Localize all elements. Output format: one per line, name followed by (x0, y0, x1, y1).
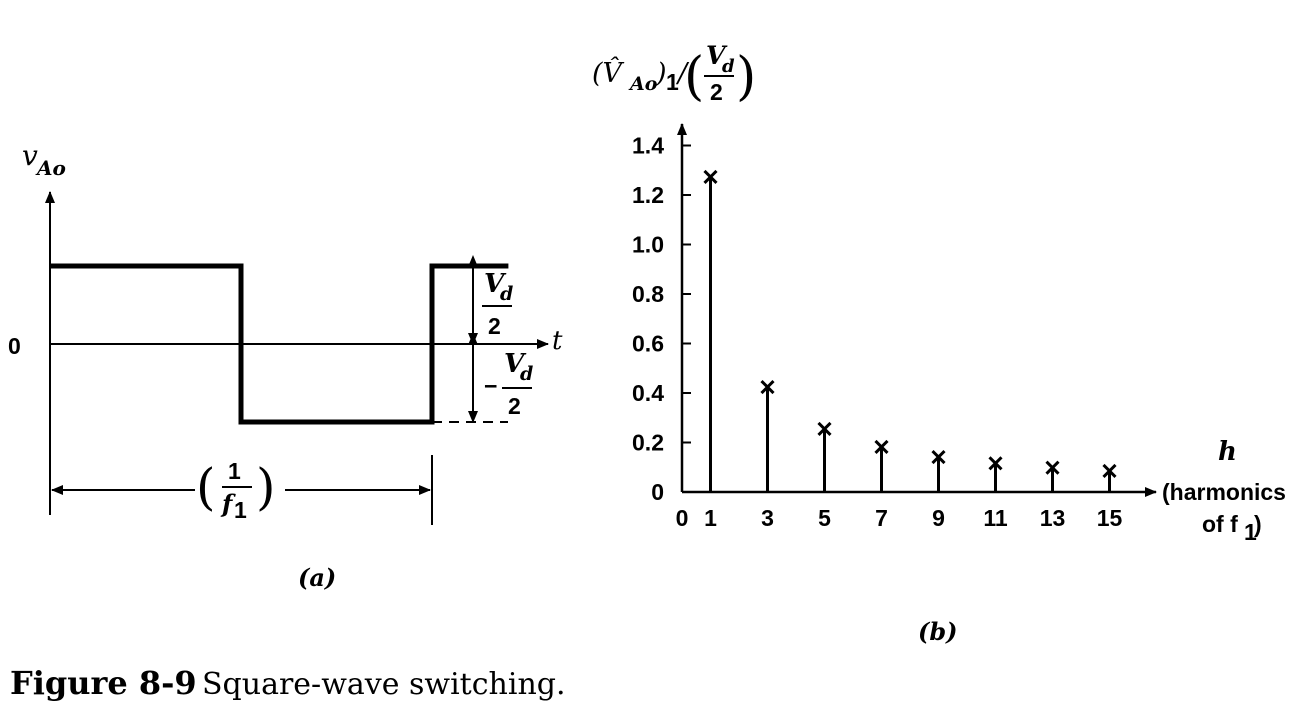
panel-b-x-ticks: 0 1 3 5 7 9 11 13 15 (676, 505, 1123, 531)
x-tick-label: 5 (818, 505, 831, 531)
x-title-line1: (harmonics (1162, 479, 1286, 505)
x-title-h: h (1218, 437, 1237, 467)
panel-b-y-ticks: 0 0.2 0.4 0.6 0.8 1.0 1.2 1.4 (632, 133, 691, 505)
panel-b: (V̂ Ao ) 1 / ( V d 2 ) 0 0.2 0.4 0.6 0.8 1.0 1… (592, 41, 1286, 646)
y-tick-label: 0.2 (632, 430, 664, 456)
panel-b-label: (b) (918, 617, 958, 646)
period-numerator: 1 (228, 458, 241, 484)
y-tick-label: 1.2 (632, 182, 664, 208)
x-tick-label: 1 (704, 505, 717, 531)
harmonic-marker (817, 421, 832, 436)
harmonic-marker (703, 169, 718, 184)
figure-caption: Square-wave switching. (202, 667, 566, 702)
y-tick-label: 0.8 (632, 281, 664, 307)
x-tick-label: 13 (1040, 505, 1066, 531)
panel-a-label: (a) (298, 563, 336, 592)
panel-b-y-axis-title: (V̂ Ao ) 1 / ( V d 2 ) (592, 41, 756, 107)
panel-a: v Ao 0 t V d 2 − V d 2 ( 1 f 1 ) (a) (8, 139, 563, 592)
upper-level-numerator: V (484, 269, 507, 299)
x-tick-label: 7 (875, 505, 888, 531)
upper-level-denominator: 2 (488, 313, 501, 339)
harmonic-marker (1045, 460, 1060, 475)
panel-b-harmonic-stems (703, 169, 1117, 492)
y-title-rhs-open: ( (684, 47, 704, 107)
y-title-rhs-num-sub: d (722, 56, 735, 77)
y-tick-label: 0.4 (632, 380, 664, 406)
period-denominator: f (220, 489, 236, 518)
x-tick-label: 11 (983, 505, 1008, 531)
y-title-rhs-num: V (706, 41, 728, 70)
x-title-line2: of f (1202, 511, 1238, 537)
x-tick-label: 3 (761, 505, 774, 531)
y-title-rhs-den: 2 (710, 79, 723, 105)
panel-a-y-axis-label-subscript: Ao (35, 156, 66, 180)
harmonic-marker (988, 456, 1003, 471)
panel-a-x-axis-label: t (552, 326, 563, 356)
lower-level-denominator: 2 (508, 393, 521, 419)
y-title-lhs: (V̂ (592, 56, 625, 89)
lower-level-numerator-sub: d (520, 363, 533, 385)
period-close-paren: ) (256, 458, 276, 516)
y-title-mid: ) (655, 58, 667, 89)
x-tick-label: 0 (676, 505, 689, 531)
y-tick-label: 0.6 (632, 331, 664, 357)
y-title-div: / (675, 58, 690, 89)
x-tick-label: 9 (932, 505, 945, 531)
x-tick-label: 15 (1097, 505, 1123, 531)
x-title-close: ) (1254, 511, 1262, 537)
harmonic-marker (1102, 463, 1117, 479)
x-title-line2-sub: 1 (1244, 519, 1257, 545)
y-tick-label: 1.4 (632, 133, 664, 159)
period-denominator-sub: 1 (234, 497, 247, 523)
y-tick-label: 1.0 (632, 232, 664, 258)
y-title-lhs-sub: Ao (628, 73, 658, 95)
y-title-rhs-close: ) (736, 47, 756, 107)
upper-level-numerator-sub: d (500, 283, 513, 305)
period-open-paren: ( (196, 458, 216, 516)
lower-level-sign: − (484, 373, 497, 399)
harmonic-marker (760, 379, 775, 395)
panel-a-y-axis-label: v (22, 139, 38, 172)
panel-a-zero-label: 0 (8, 333, 21, 359)
harmonic-marker (931, 450, 946, 465)
y-tick-label: 0 (651, 479, 664, 505)
harmonic-marker (874, 439, 889, 455)
lower-level-numerator: V (504, 349, 527, 379)
figure-number-label: Figure 8-9 (10, 664, 197, 702)
square-wave-trace (50, 263, 509, 425)
y-title-mid-sub: 1 (666, 69, 679, 95)
